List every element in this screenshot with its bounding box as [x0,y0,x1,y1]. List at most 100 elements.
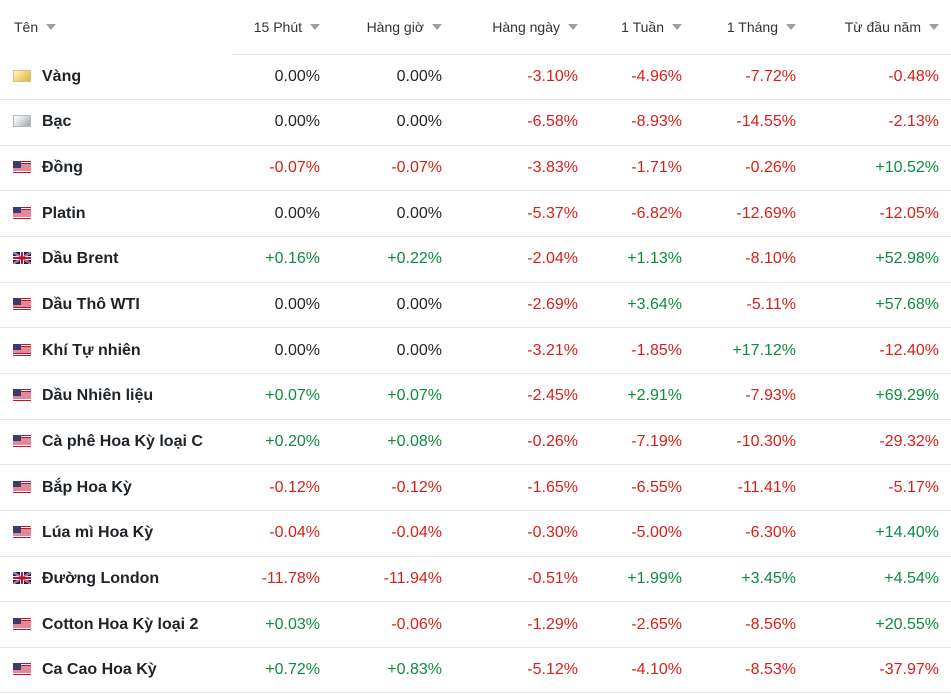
change-daily-cell: -2.04% [454,236,590,283]
table-row[interactable]: Dầu Nhiên liệu +0.07% +0.07% -2.45% +2.91% -7… [0,373,951,420]
commodity-name-cell[interactable]: Vàng [0,54,232,101]
commodity-name-cell[interactable]: Bắp Hoa Kỳ [0,464,232,511]
sort-caret-icon [46,24,57,31]
us-flag-icon [13,206,31,219]
change-ytd-cell: +20.55% [808,601,951,648]
table-row[interactable]: Ca Cao Hoa Kỳ +0.72% +0.83% -5.12% -4.10% -8.… [0,647,951,694]
change-15min-cell: -0.07% [232,145,332,192]
column-header-daily[interactable]: Hàng ngày [454,0,590,55]
commodity-name[interactable]: Khí Tự nhiên [42,341,141,359]
change-15min-cell: -11.78% [232,556,332,603]
commodity-name[interactable]: Dầu Thô WTI [42,296,140,314]
sort-caret-icon [929,24,939,31]
commodity-name-cell[interactable]: Đồng [0,145,232,192]
table-row[interactable]: Lúa mì Hoa Kỳ -0.04% -0.04% -0.30% -5.00% -6.… [0,510,951,557]
us-flag-icon [13,480,31,493]
commodity-name-cell[interactable]: Ca Cao Hoa Kỳ [0,647,232,694]
change-1week-cell: -6.82% [590,190,694,238]
commodity-name-cell[interactable]: Bạc [0,99,232,146]
column-header-hourly[interactable]: Hàng giờ [332,0,454,55]
commodity-name[interactable]: Đồng [42,159,83,177]
change-hourly-cell: -0.07% [332,145,454,192]
change-hourly-cell: 0.00% [332,54,454,101]
change-ytd-cell: +57.68% [808,282,951,329]
commodity-name[interactable]: Bạc [42,113,72,131]
change-daily-cell: -0.26% [454,419,590,466]
table-row[interactable]: Bắp Hoa Kỳ -0.12% -0.12% -1.65% -6.55% -11.41… [0,464,951,511]
commodity-name[interactable]: Vàng [42,67,82,85]
commodity-name-cell[interactable]: Dầu Brent [0,236,232,283]
commodity-name-cell[interactable]: Khí Tự nhiên [0,327,232,374]
change-hourly-cell: +0.22% [332,236,454,283]
change-15min-cell: 0.00% [232,327,332,374]
change-hourly-cell: 0.00% [332,99,454,146]
change-ytd-cell: +14.40% [808,510,951,557]
commodity-name[interactable]: Bắp Hoa Kỳ [42,478,132,496]
table-row[interactable]: Dầu Brent +0.16% +0.22% -2.04% +1.13% -8.10% +… [0,236,951,283]
commodity-name[interactable]: Cotton Hoa Kỳ loại 2 [42,615,199,633]
column-header-label: 15 Phút [253,18,302,35]
change-daily-cell: -1.29% [454,601,590,648]
change-1month-cell: -0.26% [694,145,808,192]
change-hourly-cell: +0.08% [332,419,454,466]
commodity-name[interactable]: Cà phê Hoa Kỳ loại C [42,432,203,450]
change-1month-cell: -8.10% [694,236,808,283]
change-15min-cell: 0.00% [232,99,332,146]
commodity-name-cell[interactable]: Cà phê Hoa Kỳ loại C [0,419,232,466]
change-hourly-cell: 0.00% [332,327,454,374]
table-row[interactable]: Bạc 0.00% 0.00% -6.58% -8.93% -14.55% -2.13% [0,99,951,146]
change-ytd-cell: +52.98% [808,236,951,283]
table-row[interactable]: Đồng -0.07% -0.07% -3.83% -1.71% -0.26% +10.52… [0,145,951,192]
commodity-name-cell[interactable]: Dầu Nhiên liệu [0,373,232,420]
change-ytd-cell: -2.13% [808,99,951,146]
commodity-name-cell[interactable]: Cotton Hoa Kỳ loại 2 [0,601,232,648]
commodity-name[interactable]: Đường London [42,569,160,587]
column-header-1month[interactable]: 1 Tháng [694,0,808,55]
commodity-name-cell[interactable]: Platin [0,190,232,238]
us-flag-icon [13,663,31,676]
table-row[interactable]: Đường London -11.78% -11.94% -0.51% +1.99% +3… [0,556,951,603]
commodity-name[interactable]: Platin [42,204,86,222]
change-1month-cell: -12.69% [694,190,808,238]
change-hourly-cell: 0.00% [332,190,454,238]
change-ytd-cell: -5.17% [808,464,951,511]
sort-caret-icon [432,24,442,31]
change-1week-cell: -4.10% [590,647,694,694]
column-header-label: Tên [14,18,39,35]
commodity-name-cell[interactable]: Dầu Thô WTI [0,282,232,329]
change-1month-cell: -8.56% [694,601,808,648]
change-daily-cell: -2.45% [454,373,590,420]
commodity-name[interactable]: Dầu Nhiên liệu [42,387,154,405]
table-row[interactable]: Cotton Hoa Kỳ loại 2 +0.03% -0.06% -1.29% -2… [0,601,951,648]
column-header-label: Từ đầu năm [844,18,921,35]
table-row[interactable]: Platin 0.00% 0.00% -5.37% -6.82% -12.69% -12.0… [0,190,951,238]
us-flag-icon [13,161,31,174]
column-header-ytd[interactable]: Từ đầu năm [808,0,951,55]
change-15min-cell: 0.00% [232,190,332,238]
commodity-name[interactable]: Dầu Brent [42,250,119,268]
change-daily-cell: -0.30% [454,510,590,557]
commodity-name-cell[interactable]: Lúa mì Hoa Kỳ [0,510,232,557]
column-header-name[interactable]: Tên [0,0,232,55]
commodity-name[interactable]: Ca Cao Hoa Kỳ [42,661,157,679]
table-row[interactable]: Khí Tự nhiên 0.00% 0.00% -3.21% -1.85% +17.12… [0,327,951,374]
column-header-1week[interactable]: 1 Tuần [590,0,694,55]
header-row: Tên 15 Phút Hàng giờ Hàng ngày 1 Tuần 1 … [0,0,951,55]
table-row[interactable]: Cà phê Hoa Kỳ loại C +0.20% +0.08% -0.26% -7… [0,419,951,466]
change-1week-cell: -6.55% [590,464,694,511]
table-row[interactable]: Vàng 0.00% 0.00% -3.10% -4.96% -7.72% -0.48% [0,54,951,101]
us-flag-icon [13,343,31,356]
change-daily-cell: -2.69% [454,282,590,329]
change-15min-cell: +0.72% [232,647,332,694]
change-hourly-cell: +0.07% [332,373,454,420]
change-hourly-cell: 0.00% [332,282,454,329]
silver-bar-icon [13,115,31,128]
table-header: Tên 15 Phút Hàng giờ Hàng ngày 1 Tuần 1 … [0,0,951,55]
column-header-15min[interactable]: 15 Phút [232,0,332,55]
commodity-name[interactable]: Lúa mì Hoa Kỳ [42,524,154,542]
change-15min-cell: -0.12% [232,464,332,511]
commodity-name-cell[interactable]: Đường London [0,556,232,603]
table-row[interactable]: Dầu Thô WTI 0.00% 0.00% -2.69% +3.64% -5.11% +… [0,282,951,329]
change-15min-cell: 0.00% [232,282,332,329]
change-daily-cell: -1.65% [454,464,590,511]
